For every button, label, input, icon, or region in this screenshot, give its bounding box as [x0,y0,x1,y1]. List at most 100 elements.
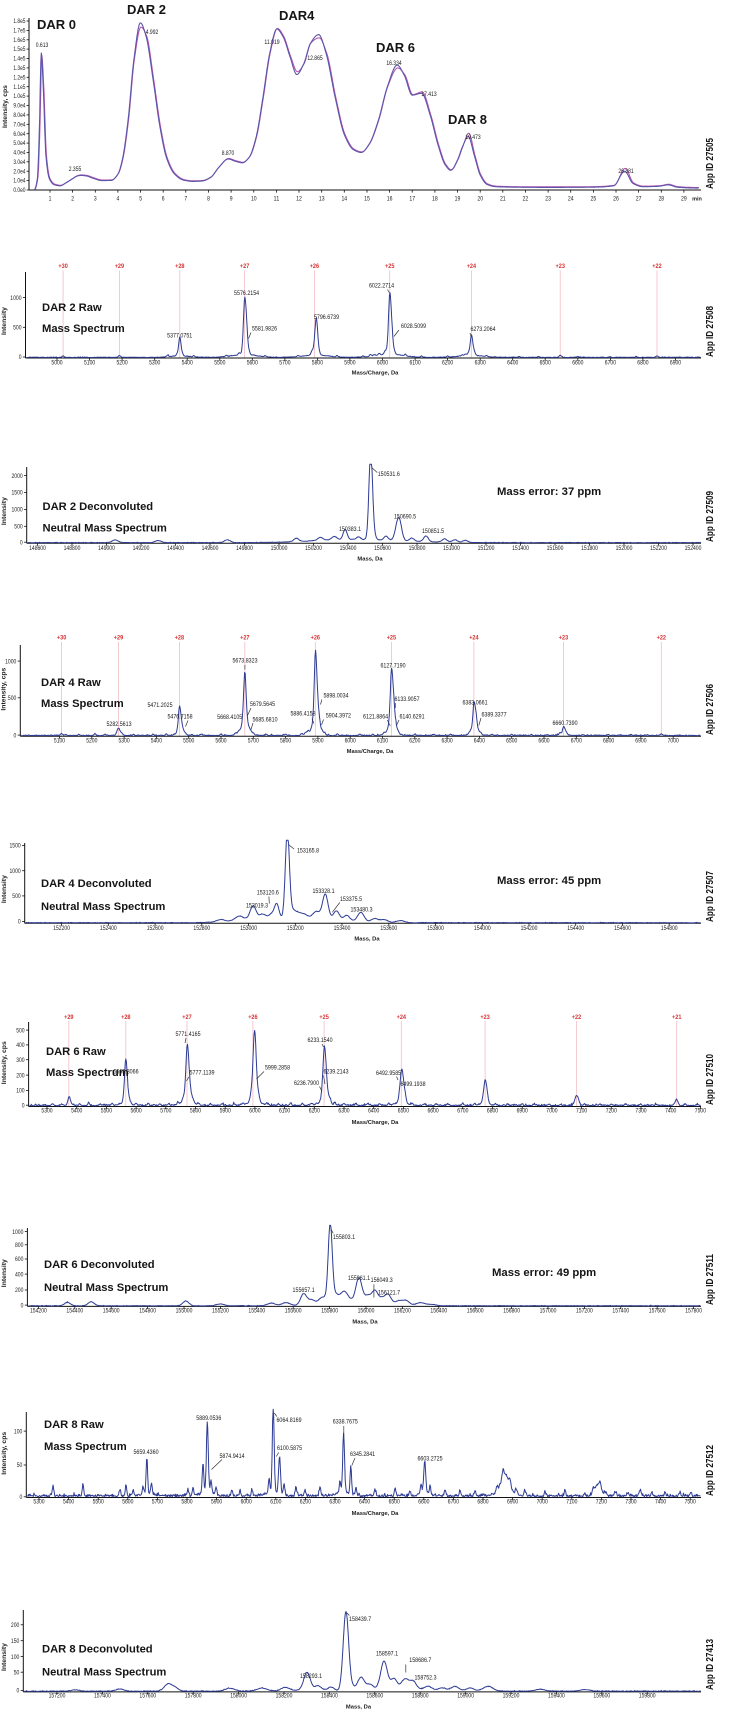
svg-text:+26: +26 [311,635,321,642]
svg-text:155803.1: 155803.1 [333,1234,355,1241]
svg-text:7000: 7000 [537,1499,549,1506]
svg-text:1.0e4: 1.0e4 [13,178,26,185]
svg-text:App ID 27510: App ID 27510 [705,1054,716,1105]
svg-text:0: 0 [19,354,22,361]
svg-text:4.0e4: 4.0e4 [13,150,26,157]
svg-text:App ID 27505: App ID 27505 [705,138,716,189]
svg-text:7200: 7200 [596,1499,608,1506]
svg-text:6239.2143: 6239.2143 [323,1069,348,1076]
svg-text:7300: 7300 [635,1108,647,1115]
svg-text:6100.5875: 6100.5875 [277,1445,302,1452]
svg-text:DAR 6 Deconvoluted: DAR 6 Deconvoluted [44,1259,155,1271]
svg-text:157400: 157400 [94,1693,111,1700]
svg-text:151000: 151000 [443,545,460,552]
svg-text:16: 16 [387,197,393,203]
svg-text:+26: +26 [248,1014,258,1021]
svg-text:6500: 6500 [540,360,552,367]
svg-text:6800: 6800 [487,1108,499,1115]
svg-text:16.334: 16.334 [386,60,402,67]
svg-text:26.381: 26.381 [618,168,634,175]
svg-text:157200: 157200 [576,1308,593,1315]
svg-text:5600: 5600 [247,360,259,367]
svg-text:19: 19 [455,197,461,203]
svg-text:5300: 5300 [41,1108,53,1115]
svg-text:5200: 5200 [86,738,98,745]
svg-text:Mass/Charge, Da: Mass/Charge, Da [347,749,394,755]
svg-text:11.019: 11.019 [264,39,280,46]
svg-text:153019.3: 153019.3 [246,903,268,910]
svg-text:150000: 150000 [271,545,288,552]
svg-text:DAR 4 Deconvoluted: DAR 4 Deconvoluted [41,878,152,890]
svg-text:149600: 149600 [202,545,219,552]
svg-text:5685.6810: 5685.6810 [252,717,277,724]
svg-text:Mass, Da: Mass, Da [346,1705,372,1711]
svg-text:6300: 6300 [475,360,487,367]
svg-text:App ID 27512: App ID 27512 [705,1445,716,1496]
svg-text:Mass error: 49 ppm: Mass error: 49 ppm [492,1267,596,1279]
svg-text:150600: 150600 [374,545,391,552]
svg-text:6300: 6300 [338,1108,350,1115]
svg-text:1.2e5: 1.2e5 [13,74,26,81]
svg-text:21: 21 [500,197,506,203]
svg-text:156400: 156400 [430,1308,447,1315]
svg-text:0: 0 [17,1688,20,1695]
svg-text:Mass Spectrum: Mass Spectrum [41,698,124,710]
svg-text:Neutral Mass Spectrum: Neutral Mass Spectrum [42,1667,166,1679]
svg-text:Intensity: Intensity [1,875,8,903]
svg-text:500: 500 [12,893,21,900]
svg-text:152000: 152000 [616,545,633,552]
svg-text:151200: 151200 [478,545,495,552]
svg-text:154600: 154600 [103,1308,120,1315]
svg-text:149200: 149200 [133,545,150,552]
svg-text:+23: +23 [480,1014,490,1021]
svg-text:158200: 158200 [276,1693,293,1700]
svg-text:5900: 5900 [344,360,356,367]
svg-text:5600: 5600 [215,738,227,745]
svg-text:1000: 1000 [10,295,22,302]
svg-text:157400: 157400 [612,1308,629,1315]
svg-text:6400: 6400 [507,360,519,367]
svg-text:155400: 155400 [248,1308,265,1315]
svg-text:158686.7: 158686.7 [409,1657,431,1664]
svg-text:5000: 5000 [51,360,63,367]
svg-text:6.0e4: 6.0e4 [13,131,26,138]
svg-text:0: 0 [14,732,17,739]
svg-text:1.1e5: 1.1e5 [13,84,26,91]
svg-text:5889.0536: 5889.0536 [196,1415,221,1422]
svg-text:9.0e4: 9.0e4 [13,103,26,110]
svg-text:6700: 6700 [457,1108,469,1115]
svg-text:155000: 155000 [176,1308,193,1315]
svg-text:154000: 154000 [474,925,491,932]
svg-text:154400: 154400 [567,925,584,932]
svg-text:500: 500 [13,325,22,332]
svg-text:153120.6: 153120.6 [257,890,279,897]
svg-text:6273.2064: 6273.2064 [470,326,495,333]
svg-text:App ID 27508: App ID 27508 [705,306,716,357]
svg-text:157800: 157800 [685,1308,702,1315]
svg-text:152600: 152600 [147,925,164,932]
svg-text:5679.5645: 5679.5645 [250,701,275,708]
svg-text:Mass, Da: Mass, Da [357,557,383,563]
svg-text:7400: 7400 [655,1499,667,1506]
svg-text:6389.3377: 6389.3377 [481,712,506,719]
svg-text:+22: +22 [652,263,662,270]
svg-text:155200: 155200 [212,1308,229,1315]
svg-text:14: 14 [341,197,347,203]
svg-text:156200: 156200 [394,1308,411,1315]
svg-text:158293.1: 158293.1 [300,1673,322,1680]
svg-text:159400: 159400 [548,1693,565,1700]
svg-text:6100: 6100 [377,738,389,745]
svg-text:29: 29 [681,197,687,203]
svg-text:0: 0 [22,1102,25,1109]
svg-text:152400: 152400 [100,925,117,932]
svg-text:Mass, Da: Mass, Da [352,1320,378,1326]
svg-text:157600: 157600 [139,1693,156,1700]
svg-text:6233.1540: 6233.1540 [307,1037,332,1044]
svg-text:149400: 149400 [167,545,184,552]
svg-text:150851.5: 150851.5 [422,528,444,535]
svg-text:152200: 152200 [53,925,70,932]
svg-text:5500: 5500 [101,1108,113,1115]
svg-text:6800: 6800 [603,738,615,745]
svg-text:158400: 158400 [321,1693,338,1700]
svg-text:6064.8169: 6064.8169 [276,1417,301,1424]
